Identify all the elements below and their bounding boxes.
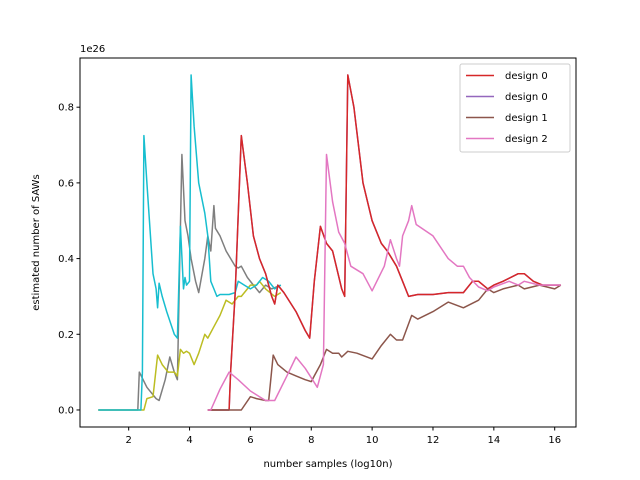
- series-line: [98, 153, 282, 411]
- legend: design 0 design 0 design 1 design 2: [459, 63, 571, 153]
- y-axis-label: estimated number of SAWs: [31, 174, 42, 310]
- legend-label: design 0: [505, 71, 548, 82]
- tick-layer: 2 4 6 8 10 12 14 16 0.0 0.2 0.4 0.6 0.8: [58, 103, 561, 446]
- y-tick-label: 0.0: [58, 405, 74, 416]
- series-line: [207, 74, 561, 411]
- y-tick-label: 0.8: [58, 103, 74, 114]
- legend-label: design 2: [505, 134, 548, 145]
- x-tick-label: 16: [548, 435, 561, 446]
- legend-label: design 1: [505, 113, 548, 124]
- series-line: [207, 284, 562, 411]
- legend-label: design 0: [505, 92, 548, 103]
- x-tick-label: 14: [487, 435, 500, 446]
- y-tick-label: 0.2: [58, 330, 74, 341]
- x-tick-label: 12: [427, 435, 440, 446]
- y-tick-label: 0.4: [58, 254, 74, 265]
- x-tick-label: 8: [308, 435, 314, 446]
- y-tick-label: 0.6: [58, 178, 74, 189]
- x-tick-label: 6: [247, 435, 253, 446]
- x-tick-label: 4: [186, 435, 192, 446]
- legend-box: [459, 63, 571, 153]
- x-axis-label: number samples (log10n): [263, 459, 392, 470]
- series-line: [98, 280, 282, 411]
- x-tick-label: 2: [125, 435, 131, 446]
- x-tick-label: 10: [366, 435, 379, 446]
- series-line: [207, 153, 561, 411]
- y-offset-text: 1e26: [80, 44, 105, 55]
- series-line: [98, 74, 282, 411]
- axes-frame: [79, 57, 577, 428]
- series-layer: [98, 74, 562, 411]
